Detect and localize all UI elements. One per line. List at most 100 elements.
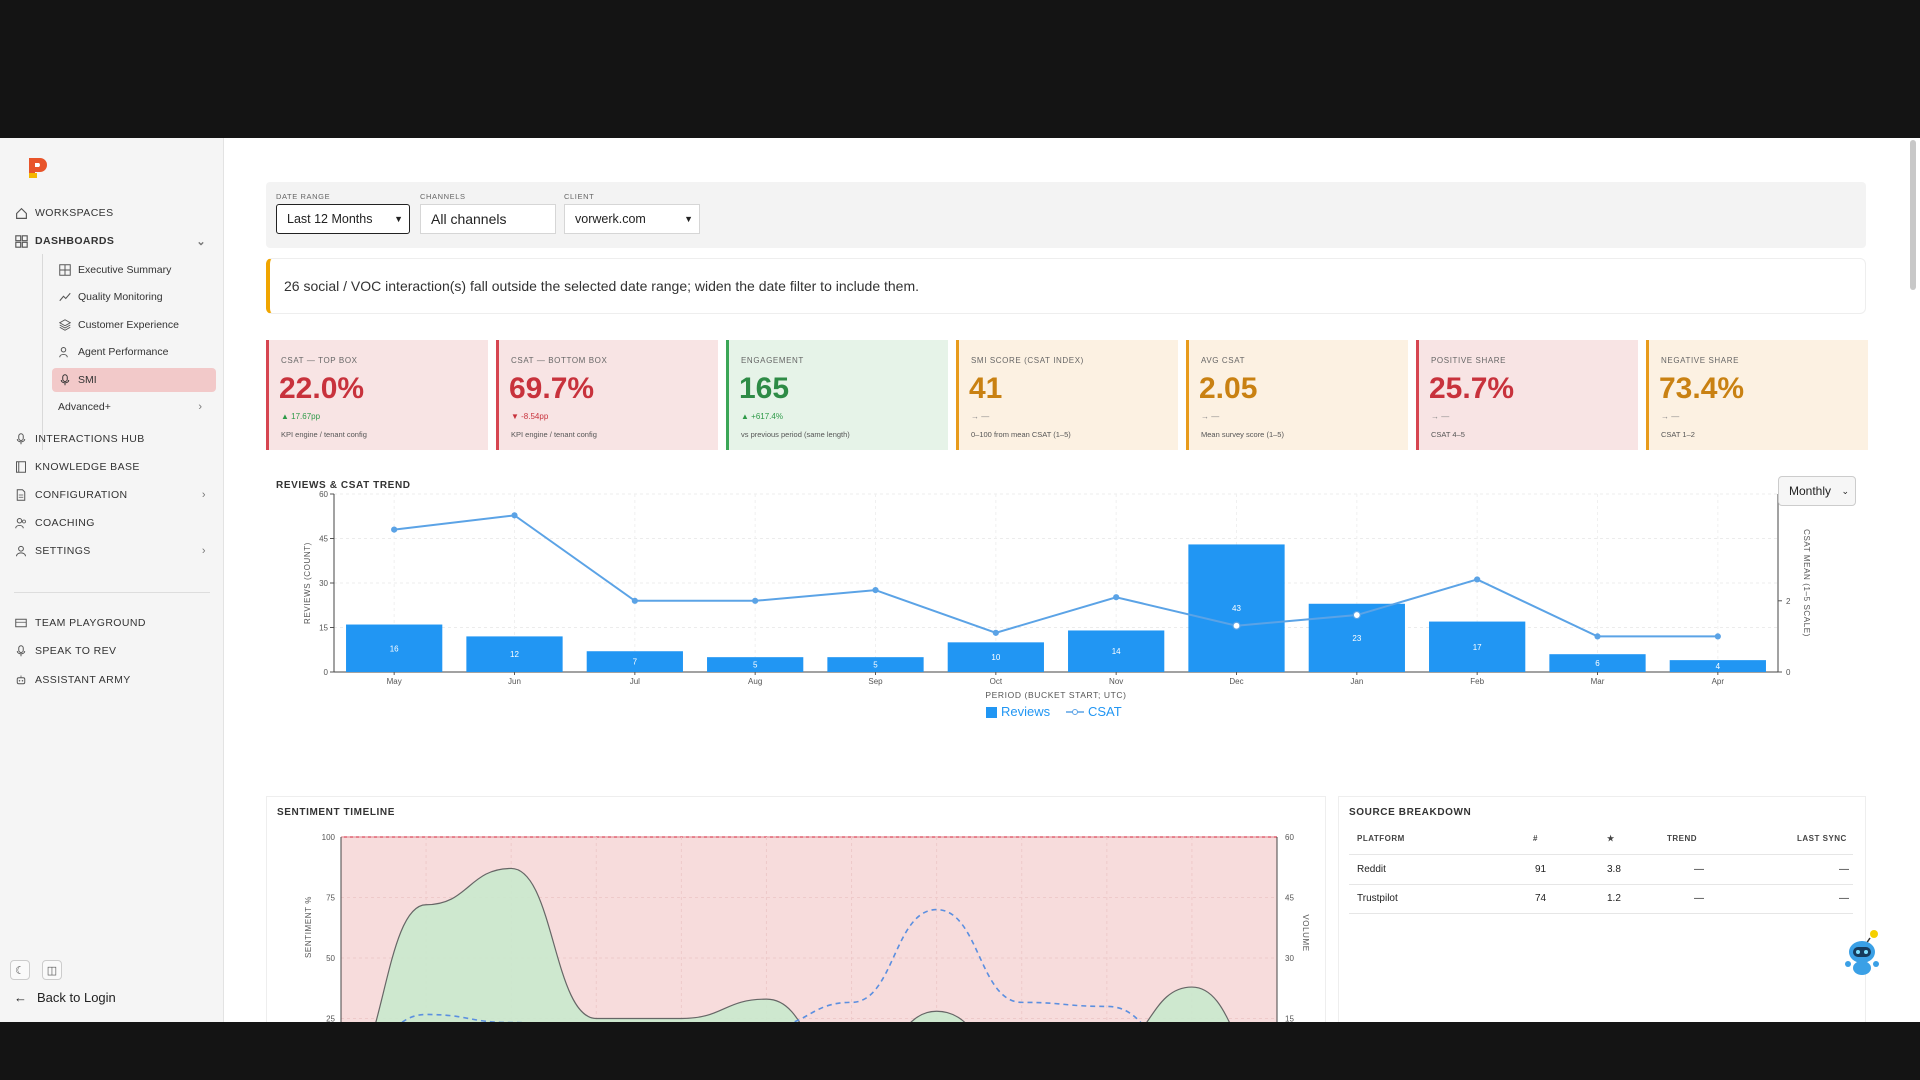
back-to-login-label: Back to Login	[37, 990, 116, 1005]
nav-label: ASSISTANT ARMY	[35, 674, 131, 686]
channels-label: CHANNELS	[420, 192, 466, 201]
filter-bar: DATE RANGE Last 12 Months ▼ CHANNELS All…	[266, 182, 1866, 248]
y-axis-label: SENTIMENT %	[304, 896, 313, 958]
scrollbar-thumb[interactable]	[1910, 140, 1916, 290]
table-cell: —	[1839, 893, 1849, 904]
kpi-label: NEGATIVE SHARE	[1661, 356, 1740, 365]
source-breakdown-card: SOURCE BREAKDOWN PLATFORM # ★ TREND LAST SYN…	[1338, 796, 1866, 1022]
app-window: WORKSPACES DASHBOARDS ⌄ Executive Summar…	[0, 138, 1920, 1022]
subnav-label: Executive Summary	[78, 264, 172, 276]
granularity-select[interactable]: Monthly ⌄	[1778, 476, 1856, 506]
nav-team-playground[interactable]: TEAM PLAYGROUND	[14, 612, 210, 634]
subnav-agent-performance[interactable]: Agent Performance	[58, 342, 216, 362]
date-range-select[interactable]: Last 12 Months ▼	[276, 204, 410, 234]
bar-reviews	[707, 657, 804, 672]
chevron-down-icon: ▼	[394, 214, 403, 224]
nav-coaching[interactable]: COACHING	[14, 512, 210, 534]
nav-speak-to-rev[interactable]: SPEAK TO REV	[14, 640, 210, 662]
panel-icon	[14, 616, 28, 630]
sentiment-timeline-card: SENTIMENT TIMELINE 25 50 75 100 15 30 45 60 SENT…	[266, 796, 1326, 1022]
kpi-card: ENGAGEMENT 165 ▲ +617.4% vs previous period…	[726, 340, 948, 450]
client-select[interactable]: vorwerk.com ▼	[564, 204, 700, 234]
subnav-quality-monitoring[interactable]: Quality Monitoring	[58, 287, 216, 307]
subnav-customer-experience[interactable]: Customer Experience	[58, 315, 216, 335]
legend-label-reviews: Reviews	[1001, 704, 1051, 719]
y-tick-label: 60	[319, 490, 328, 499]
robot-icon	[14, 673, 28, 687]
back-to-login-link[interactable]: ← Back to Login	[14, 990, 116, 1005]
kpi-card: NEGATIVE SHARE 73.4% → — CSAT 1–2	[1646, 340, 1868, 450]
nav-dashboards[interactable]: DASHBOARDS ⌄	[14, 230, 210, 252]
nav-knowledge-base[interactable]: KNOWLEDGE BASE	[14, 456, 210, 478]
table-cell: Trustpilot	[1357, 893, 1398, 904]
table-row[interactable]: Reddit 91 3.8 — —	[1349, 855, 1853, 885]
date-range-warning: 26 social / VOC interaction(s) fall outs…	[266, 258, 1866, 314]
subnav-label: SMI	[78, 374, 97, 386]
kpi-note: CSAT 1–2	[1661, 430, 1695, 439]
table-row[interactable]: Trustpilot 74 1.2 — —	[1349, 884, 1853, 914]
table-header: PLATFORM # ★ TREND LAST SYNC	[1349, 825, 1853, 855]
collapse-sidebar-button[interactable]: ◫	[42, 960, 62, 980]
positive-line	[375, 867, 1230, 1022]
subnav-executive-summary[interactable]: Executive Summary	[58, 260, 216, 280]
kpi-value: 69.7%	[509, 372, 595, 405]
nav-interactions-hub[interactable]: INTERACTIONS HUB	[14, 428, 210, 450]
csat-point	[752, 597, 759, 604]
sidebar-panel-icon: ◫	[46, 964, 58, 977]
nav-settings[interactable]: SETTINGS ›	[14, 540, 210, 562]
bar-reviews	[346, 624, 443, 672]
document-icon	[14, 488, 28, 502]
kpi-delta: → —	[1431, 412, 1450, 421]
kpi-note: KPI engine / tenant config	[511, 430, 597, 439]
table-cell: 3.8	[1607, 864, 1621, 875]
nav-label: SETTINGS	[35, 545, 91, 557]
nav-label: KNOWLEDGE BASE	[35, 461, 140, 473]
csat-point	[1232, 621, 1241, 630]
nav-configuration[interactable]: CONFIGURATION ›	[14, 484, 210, 506]
bar-reviews	[1429, 621, 1526, 672]
column-header: TREND	[1667, 834, 1698, 843]
bar-reviews	[947, 642, 1044, 672]
client-label: CLIENT	[564, 192, 595, 201]
legend-swatch-reviews	[986, 707, 997, 718]
csat-point	[511, 512, 518, 519]
kpi-note: 0–100 from mean CSAT (1–5)	[971, 430, 1071, 439]
column-header: PLATFORM	[1357, 834, 1405, 843]
kpi-note: KPI engine / tenant config	[281, 430, 367, 439]
book-icon	[14, 460, 28, 474]
nav-label: TEAM PLAYGROUND	[35, 617, 146, 629]
csat-point	[631, 597, 638, 604]
bar-data-label: 10	[991, 653, 1000, 662]
kpi-delta: → —	[1201, 412, 1220, 421]
subnav-advanced[interactable]: Advanced+ ›	[58, 397, 216, 417]
assistant-robot-icon[interactable]	[1840, 928, 1884, 976]
dark-mode-toggle[interactable]: ☾	[10, 960, 30, 980]
y-tick-label: 50	[326, 954, 335, 963]
user-icon	[14, 544, 28, 558]
x-tick-label: Mar	[1591, 677, 1605, 686]
warning-text: 26 social / VOC interaction(s) fall outs…	[284, 278, 920, 294]
nav-assistant-army[interactable]: ASSISTANT ARMY	[14, 669, 210, 691]
kpi-note: CSAT 4–5	[1431, 430, 1465, 439]
date-range-value: Last 12 Months	[287, 212, 373, 226]
kpi-card: SMI SCORE (CSAT INDEX) 41 → — 0–100 from me…	[956, 340, 1178, 450]
table-cell: 74	[1535, 893, 1547, 904]
channels-select[interactable]: All channels	[420, 204, 556, 234]
nav-workspaces[interactable]: WORKSPACES	[14, 202, 210, 224]
y-tick-label: 0	[324, 668, 329, 677]
bar-data-label: 14	[1112, 647, 1121, 656]
grid-icon	[14, 234, 28, 248]
chevron-right-icon: ›	[198, 401, 202, 413]
kpi-label: CSAT — BOTTOM BOX	[511, 356, 608, 365]
moon-icon: ☾	[15, 964, 25, 977]
kpi-note: vs previous period (same length)	[741, 430, 850, 439]
x-tick-label: Nov	[1109, 677, 1123, 686]
mic-icon	[14, 432, 28, 446]
y2-axis-label: CSAT MEAN (1–5 SCALE)	[1802, 529, 1811, 637]
subnav-smi[interactable]: SMI	[52, 368, 216, 392]
nav-label: INTERACTIONS HUB	[35, 433, 145, 445]
granularity-value: Monthly	[1789, 484, 1832, 498]
table-cell: Reddit	[1357, 864, 1386, 875]
bar-data-label: 43	[1232, 604, 1241, 613]
y-tick-label: 25	[326, 1015, 335, 1023]
